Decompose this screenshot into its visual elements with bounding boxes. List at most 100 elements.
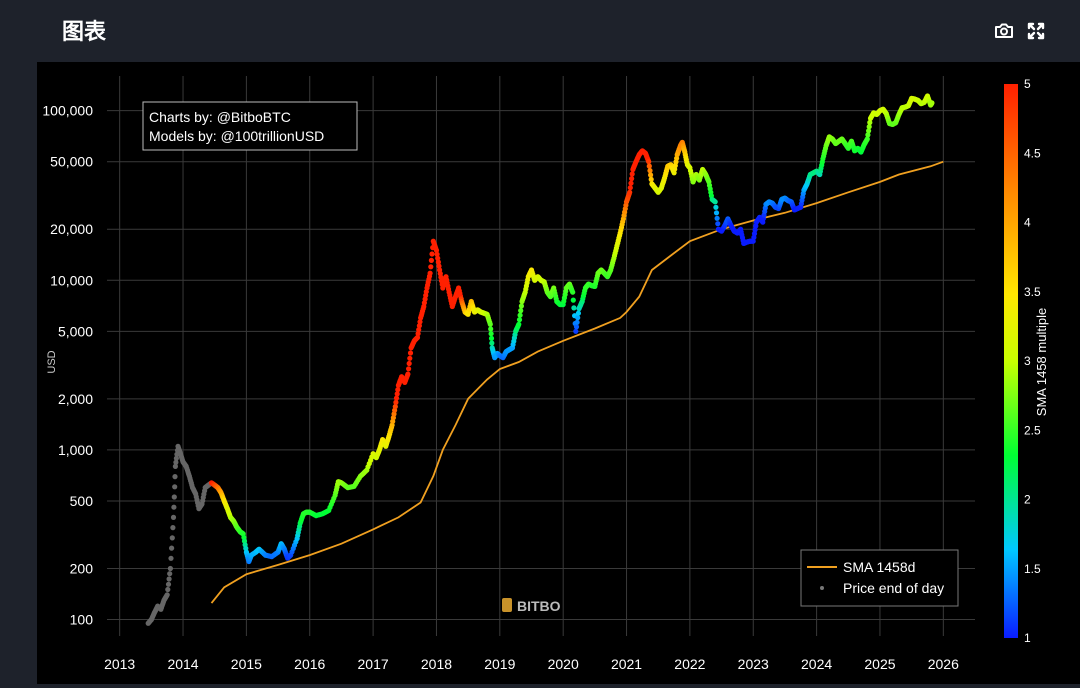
y-tick-label: 1,000: [58, 442, 93, 458]
price-point: [518, 303, 524, 309]
price-point: [406, 360, 412, 367]
grid-lines: [107, 76, 975, 636]
price-point: [164, 592, 170, 598]
x-tick-label: 2026: [928, 656, 959, 672]
price-point: [169, 545, 175, 551]
colorbar-tick-label: 4: [1024, 216, 1031, 230]
price-point: [714, 215, 720, 221]
price-point: [436, 263, 442, 269]
price-point: [414, 334, 421, 341]
price-point: [646, 163, 652, 169]
x-tick-label: 2020: [548, 656, 579, 672]
price-point: [415, 331, 421, 337]
price-point: [433, 247, 440, 253]
price-point: [712, 199, 718, 205]
x-tick-label: 2023: [738, 656, 769, 672]
price-point: [488, 326, 494, 332]
price-point: [646, 159, 652, 165]
colorbar-tick-label: 3.5: [1024, 285, 1041, 299]
price-point: [435, 255, 441, 261]
price-point: [165, 581, 172, 587]
price-point: [167, 571, 173, 577]
x-tick-label: 2013: [104, 656, 135, 672]
price-point: [417, 319, 423, 325]
price-point: [571, 305, 577, 311]
y-axis: 100 200 500 1,000 2,000 5,000 10,000 20,000 50,0…: [42, 103, 93, 628]
x-tick-label: 2021: [611, 656, 642, 672]
colorbar-tick-label: 2: [1024, 493, 1031, 507]
price-point: [929, 100, 935, 106]
left-margin: [0, 62, 37, 684]
price-point: [172, 463, 178, 469]
chart-canvas[interactable]: 100 200 500 1,000 2,000 5,000 10,000 20,000 50,0…: [37, 62, 1080, 684]
legend: SMA 1458d Price end of day: [800, 549, 959, 607]
price-point: [172, 474, 178, 480]
price-point: [405, 371, 411, 377]
price-point: [416, 327, 422, 333]
price-point: [173, 459, 179, 465]
price-point: [573, 324, 580, 330]
price-point: [170, 525, 176, 531]
price-point: [407, 350, 414, 356]
page-title: 图表: [62, 20, 107, 45]
y-tick-label: 10,000: [50, 272, 93, 288]
price-point: [629, 176, 635, 182]
sma-line: [210, 160, 944, 604]
price-point: [570, 289, 576, 295]
x-tick-label: 2024: [801, 656, 832, 672]
price-point: [427, 270, 433, 276]
price-point: [172, 484, 178, 490]
y-tick-label: 5,000: [58, 323, 93, 339]
y-tick-label: 500: [70, 493, 94, 509]
price-point: [866, 128, 872, 134]
colorbar-tick-label: 2.5: [1024, 423, 1041, 437]
price-point: [434, 251, 440, 257]
x-tick-label: 2014: [167, 656, 198, 672]
x-tick-label: 2019: [484, 656, 515, 672]
price-point: [647, 168, 653, 174]
price-point: [574, 319, 580, 325]
y-tick-label: 200: [70, 560, 94, 576]
watermark-text: BITBO: [517, 598, 561, 614]
price-point: [165, 586, 171, 593]
x-axis: 2013 2014 2015 2016 2017 2018 2019 2020 2021 2022…: [104, 656, 959, 672]
price-point: [516, 321, 522, 327]
price-point: [627, 189, 633, 195]
price-point: [867, 119, 873, 126]
annotation-line-1: Charts by: @BitboBTC: [149, 109, 291, 125]
bitbo-watermark: BITBO: [502, 598, 561, 614]
price-point: [428, 264, 434, 270]
colorbar-tick-label: 4.5: [1024, 146, 1041, 160]
price-point: [628, 180, 634, 186]
chart-panel: 100 200 500 1,000 2,000 5,000 10,000 20,000 50,0…: [37, 62, 1080, 684]
x-tick-label: 2015: [231, 656, 262, 672]
colorbar-title: SMA 1458 multiple: [1034, 308, 1049, 416]
price-point: [648, 176, 654, 182]
expand-icon[interactable]: [1025, 20, 1047, 42]
price-point: [429, 251, 435, 257]
y-tick-label: 20,000: [50, 221, 93, 237]
price-point: [488, 331, 494, 337]
price-point: [171, 504, 177, 510]
x-tick-label: 2018: [421, 656, 452, 672]
price-point: [516, 317, 523, 323]
price-point: [713, 204, 719, 210]
legend-price-swatch: [820, 586, 824, 590]
price-point: [865, 132, 871, 138]
price-point: [406, 366, 412, 372]
x-tick-label: 2017: [358, 656, 389, 672]
y-axis-label: USD: [46, 350, 58, 373]
price-point: [167, 565, 173, 572]
price-point: [627, 185, 633, 191]
price-point: [575, 310, 582, 316]
price-point: [166, 576, 172, 582]
x-tick-label: 2022: [674, 656, 705, 672]
price-point: [575, 315, 581, 321]
price-point: [518, 308, 524, 314]
y-tick-label: 50,000: [50, 154, 93, 170]
price-point: [570, 297, 576, 303]
price-point: [713, 210, 720, 216]
price-point: [416, 323, 422, 329]
camera-icon[interactable]: [993, 20, 1015, 42]
price-point: [435, 259, 441, 265]
